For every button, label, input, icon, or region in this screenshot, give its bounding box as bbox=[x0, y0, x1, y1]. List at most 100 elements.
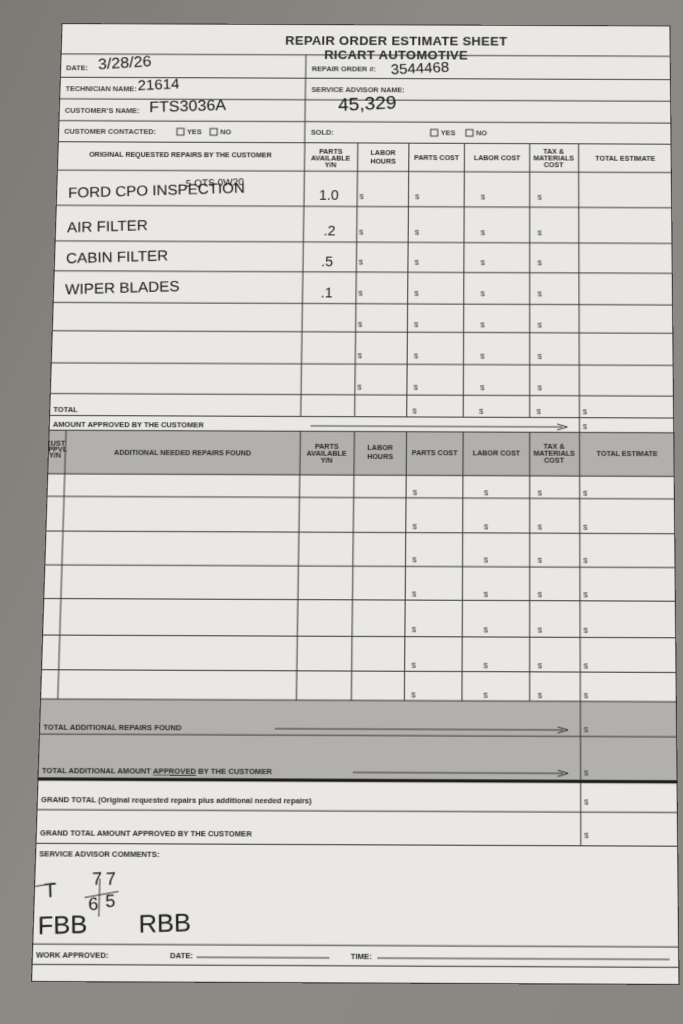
svg-text:FBB: FBB bbox=[38, 910, 88, 940]
svg-text:CUSTOMER CONTACTED:: CUSTOMER CONTACTED: bbox=[64, 129, 156, 136]
svg-text:21614: 21614 bbox=[137, 77, 179, 95]
svg-text:$: $ bbox=[484, 590, 488, 599]
svg-text:TOTAL ADDITIONAL AMOUNT APPROV: TOTAL ADDITIONAL AMOUNT APPROVED BY THE … bbox=[42, 768, 272, 777]
svg-text:DATE:: DATE: bbox=[170, 953, 193, 961]
svg-text:$: $ bbox=[414, 351, 418, 360]
svg-text:$: $ bbox=[538, 555, 542, 564]
svg-text:$: $ bbox=[583, 488, 587, 497]
svg-text:$: $ bbox=[538, 661, 542, 671]
svg-text:LABOR: LABOR bbox=[371, 150, 396, 157]
svg-text:$: $ bbox=[358, 351, 362, 360]
svg-text:.1: .1 bbox=[321, 285, 333, 300]
svg-text:$: $ bbox=[481, 228, 485, 237]
svg-text:FTS3036A: FTS3036A bbox=[149, 97, 227, 116]
svg-text:$: $ bbox=[357, 382, 361, 391]
svg-text:$: $ bbox=[415, 228, 419, 237]
svg-text:PARTS COST: PARTS COST bbox=[412, 450, 459, 457]
svg-text:WIPER BLADES: WIPER BLADES bbox=[65, 279, 180, 298]
svg-text:PARTS COST: PARTS COST bbox=[414, 155, 460, 162]
svg-text:$: $ bbox=[538, 258, 542, 267]
svg-text:$: $ bbox=[481, 258, 485, 267]
svg-text:$: $ bbox=[538, 625, 542, 634]
svg-text:$: $ bbox=[584, 830, 588, 840]
svg-text:$: $ bbox=[538, 522, 542, 531]
svg-text:$: $ bbox=[484, 488, 488, 497]
svg-text:SERVICE ADVISOR COMMENTS:: SERVICE ADVISOR COMMENTS: bbox=[39, 851, 159, 859]
svg-text:$: $ bbox=[358, 289, 362, 298]
svg-text:WORK APPROVED:: WORK APPROVED: bbox=[36, 952, 109, 960]
svg-text:$: $ bbox=[413, 488, 417, 497]
svg-text:$: $ bbox=[483, 690, 487, 700]
svg-text:3/28/26: 3/28/26 bbox=[98, 53, 152, 73]
svg-text:$: $ bbox=[480, 383, 484, 392]
svg-text:$: $ bbox=[415, 192, 419, 201]
svg-text:DATE:: DATE: bbox=[66, 65, 88, 72]
svg-text:CUSTOMER’S NAME:: CUSTOMER’S NAME: bbox=[65, 108, 140, 115]
svg-text:.5: .5 bbox=[321, 254, 333, 269]
svg-text:$: $ bbox=[412, 555, 416, 564]
svg-text:1.0: 1.0 bbox=[319, 188, 339, 203]
svg-text:Y/N: Y/N bbox=[325, 162, 337, 169]
svg-text:RBB: RBB bbox=[138, 908, 191, 938]
svg-text:Y/N: Y/N bbox=[321, 458, 333, 465]
svg-text:$: $ bbox=[538, 383, 542, 392]
svg-text:3544468: 3544468 bbox=[390, 60, 449, 78]
svg-text:$: $ bbox=[538, 691, 542, 701]
svg-text:TOTAL: TOTAL bbox=[53, 407, 78, 414]
svg-text:NO: NO bbox=[476, 130, 488, 137]
svg-text:$: $ bbox=[537, 228, 541, 237]
svg-text:LABOR: LABOR bbox=[367, 445, 393, 452]
svg-text:TIME:: TIME: bbox=[351, 954, 372, 962]
svg-text:$: $ bbox=[412, 522, 416, 531]
svg-text:$: $ bbox=[414, 383, 418, 392]
svg-text:Y/N: Y/N bbox=[49, 452, 61, 459]
svg-text:YES: YES bbox=[441, 130, 456, 137]
svg-text:$: $ bbox=[538, 289, 542, 298]
svg-text:CABIN FILTER: CABIN FILTER bbox=[66, 248, 168, 267]
svg-text:NO: NO bbox=[220, 129, 232, 136]
svg-text:GRAND TOTAL (Original requeste: GRAND TOTAL (Original requested repairs … bbox=[41, 797, 312, 806]
svg-text:$: $ bbox=[411, 660, 415, 670]
svg-text:TOTAL ESTIMATE: TOTAL ESTIMATE bbox=[597, 451, 659, 458]
svg-text:$: $ bbox=[412, 589, 416, 598]
svg-text:$: $ bbox=[480, 289, 484, 298]
svg-text:$: $ bbox=[584, 768, 588, 778]
svg-text:$: $ bbox=[484, 522, 488, 531]
svg-text:$: $ bbox=[583, 590, 587, 599]
svg-text:5 QTS 0W20: 5 QTS 0W20 bbox=[186, 177, 244, 190]
svg-text:$: $ bbox=[359, 258, 363, 267]
svg-text:7: 7 bbox=[106, 869, 117, 889]
svg-text:$: $ bbox=[414, 289, 418, 298]
svg-text:$: $ bbox=[538, 590, 542, 599]
svg-text:$: $ bbox=[583, 422, 587, 431]
svg-text:$: $ bbox=[359, 228, 363, 237]
svg-text:COST: COST bbox=[544, 162, 565, 169]
svg-text:REPAIR ORDER ESTIMATE SHEET: REPAIR ORDER ESTIMATE SHEET bbox=[285, 34, 507, 48]
svg-text:$: $ bbox=[583, 556, 587, 565]
svg-text:HOURS: HOURS bbox=[370, 159, 396, 166]
svg-text:$: $ bbox=[484, 555, 488, 564]
svg-text:LABOR COST: LABOR COST bbox=[473, 450, 521, 457]
svg-text:REPAIR ORDER #:: REPAIR ORDER #: bbox=[312, 66, 376, 73]
svg-text:$: $ bbox=[359, 192, 363, 201]
svg-text:$: $ bbox=[584, 661, 588, 671]
svg-text:TOTAL ESTIMATE: TOTAL ESTIMATE bbox=[595, 156, 655, 163]
svg-text:ORIGINAL REQUESTED REPAIRS BY: ORIGINAL REQUESTED REPAIRS BY THE CUSTOM… bbox=[89, 152, 272, 160]
svg-text:$: $ bbox=[480, 320, 484, 329]
svg-text:$: $ bbox=[538, 320, 542, 329]
svg-text:$: $ bbox=[537, 407, 541, 416]
svg-text:$: $ bbox=[583, 407, 587, 416]
svg-text:$: $ bbox=[412, 625, 416, 634]
svg-text:5: 5 bbox=[105, 891, 116, 911]
svg-text:YES: YES bbox=[187, 129, 202, 136]
svg-text:$: $ bbox=[358, 320, 362, 329]
svg-text:LABOR COST: LABOR COST bbox=[474, 155, 522, 162]
svg-text:AMOUNT APPROVED BY THE CUSTOME: AMOUNT APPROVED BY THE CUSTOMER bbox=[53, 422, 204, 430]
svg-text:$: $ bbox=[584, 691, 588, 701]
svg-text:ADDITIONAL NEEDED REPAIRS FOUN: ADDITIONAL NEEDED REPAIRS FOUND bbox=[114, 450, 251, 458]
svg-text:TECHNICIAN NAME:: TECHNICIAN NAME: bbox=[65, 86, 136, 93]
svg-text:SOLD:: SOLD: bbox=[311, 130, 334, 137]
svg-text:$: $ bbox=[481, 192, 485, 201]
svg-text:.2: .2 bbox=[323, 223, 335, 238]
svg-text:$: $ bbox=[412, 406, 416, 415]
